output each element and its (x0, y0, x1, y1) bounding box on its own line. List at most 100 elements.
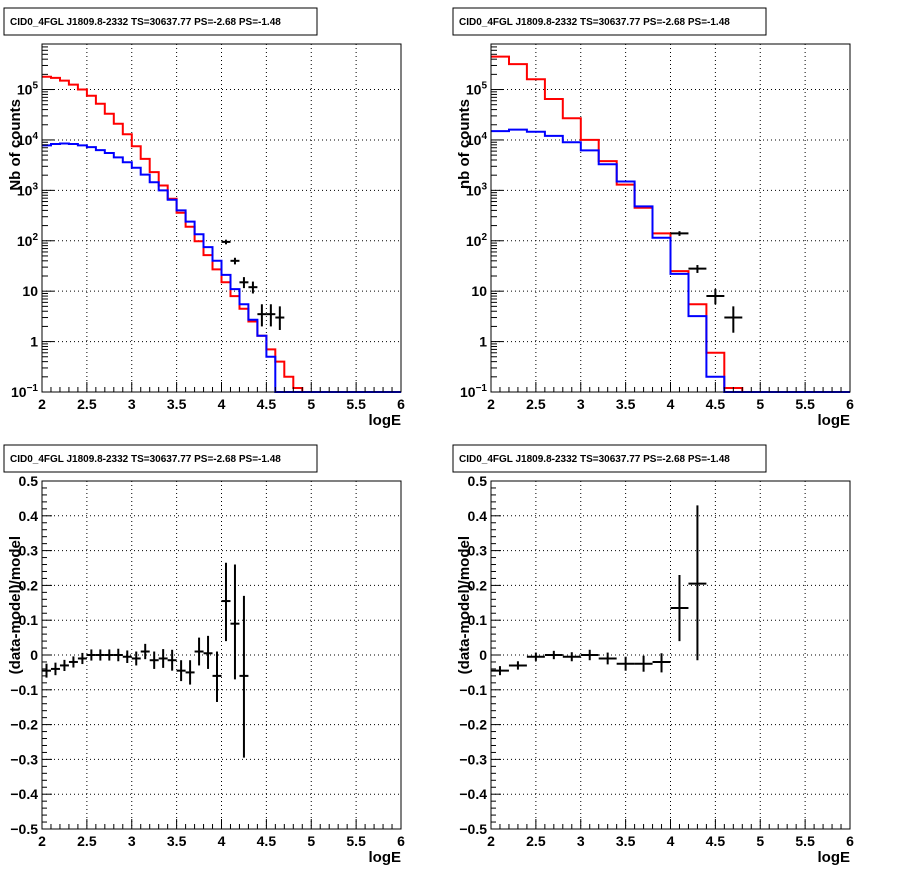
chart-title: CID0_4FGL J1809.8-2332 TS=30637.77 PS=-2… (10, 454, 281, 465)
data-point (194, 637, 204, 666)
data-point (221, 239, 231, 245)
x-tick-label: 6 (846, 396, 854, 412)
data-point (634, 655, 653, 672)
data-point (59, 659, 69, 672)
x-tick-label: 5.5 (795, 833, 815, 849)
y-tick-label: −0.4 (459, 786, 487, 802)
y-tick-label: 0.2 (468, 577, 488, 593)
x-tick-label: 3.5 (167, 833, 187, 849)
data-points (42, 562, 249, 758)
title-box (3, 444, 318, 473)
data-point (598, 652, 617, 665)
y-tick-label: 0.3 (468, 543, 488, 559)
data-point (580, 649, 599, 661)
y-tick-label: 0.4 (468, 508, 488, 524)
y-axis-label: nb of counts (456, 99, 473, 189)
data-point (230, 257, 240, 265)
y-tick-label: 10−1 (460, 383, 487, 400)
data-point (724, 306, 743, 333)
data-point (167, 649, 177, 671)
y-tick-label: 105 (466, 81, 488, 98)
y-tick-label: −0.2 (10, 717, 38, 733)
data-point (706, 289, 725, 305)
data-point (491, 666, 509, 676)
y-tick-label: 0.4 (19, 508, 39, 524)
x-tick-label: 6 (397, 833, 405, 849)
y-axis-label: (data-model)/model (456, 536, 473, 674)
x-tick-label: 5 (307, 833, 315, 849)
title-box (452, 444, 767, 473)
title-box (452, 7, 767, 36)
data-point (257, 304, 267, 327)
y-tick-label: 0.5 (19, 473, 39, 489)
x-axis-label: logE (818, 849, 851, 866)
data-point (140, 643, 150, 660)
y-tick-label: −0.1 (10, 682, 38, 698)
x-tick-label: 2 (38, 396, 46, 412)
data-point (86, 649, 96, 661)
x-tick-label: 5 (307, 396, 315, 412)
data-point (562, 652, 581, 662)
y-tick-label: 1 (479, 334, 487, 350)
y-tick-label: 102 (17, 232, 39, 249)
y-tick-label: −0.3 (10, 751, 38, 767)
y-tick-label: −0.2 (459, 717, 487, 733)
x-axis-label: logE (369, 412, 402, 429)
data-point (122, 650, 132, 664)
data-point (544, 650, 563, 660)
chart-title: CID0_4FGL J1809.8-2332 TS=30637.77 PS=-2… (459, 454, 730, 465)
y-tick-label: 103 (17, 181, 39, 198)
chart-title: CID0_4FGL J1809.8-2332 TS=30637.77 PS=-2… (459, 17, 730, 28)
x-axis-label: logE (369, 849, 402, 866)
x-tick-label: 3.5 (616, 833, 636, 849)
x-tick-label: 2 (38, 833, 46, 849)
data-point (526, 652, 545, 661)
y-tick-label: 10 (22, 283, 38, 299)
x-tick-label: 3 (577, 396, 585, 412)
data-point (670, 231, 689, 236)
data-point (185, 660, 195, 685)
y-tick-label: 0.5 (468, 473, 488, 489)
data-point (68, 656, 78, 668)
pad-4: CID0_4FGL J1809.8-2332 TS=30637.77 PS=-2… (452, 444, 854, 866)
x-tick-label: 2 (487, 396, 495, 412)
x-tick-label: 2.5 (77, 396, 97, 412)
pad-1: CID0_4FGL J1809.8-2332 TS=30637.77 PS=-2… (3, 7, 405, 429)
x-tick-label: 4.5 (257, 396, 277, 412)
x-tick-label: 4 (218, 396, 226, 412)
y-tick-label: 102 (466, 232, 488, 249)
y-axis-label: (data-model)/model (7, 536, 24, 674)
data-point (113, 648, 123, 662)
x-tick-label: 4.5 (706, 833, 726, 849)
data-point (77, 652, 87, 665)
data-points (491, 505, 707, 676)
data-point (158, 649, 168, 668)
x-tick-label: 5.5 (795, 396, 815, 412)
x-tick-label: 3.5 (167, 396, 187, 412)
y-tick-label: −0.4 (10, 786, 38, 802)
x-axis-label: logE (818, 412, 851, 429)
x-tick-label: 3 (577, 833, 585, 849)
data-point (239, 595, 249, 758)
data-point (508, 661, 527, 670)
data-point (652, 653, 671, 673)
y-axis: −0.5 −0.4 −0.3 −0.2 −0.1 0 0.1 0.2 0.3 0.4 0.5 (dat… (456, 473, 501, 837)
x-tick-label: 4.5 (706, 396, 726, 412)
data-point (203, 635, 213, 669)
y-tick-label: 0.2 (19, 577, 39, 593)
y-axis: −0.5 −0.4 −0.3 −0.2 −0.1 0 0.1 0.2 0.3 0.4 0.5 (dat… (7, 473, 52, 837)
x-tick-label: 3 (128, 833, 136, 849)
data-point (221, 562, 231, 642)
data-point (688, 265, 707, 273)
y-tick-label: 103 (466, 181, 488, 198)
data-point (670, 574, 689, 642)
y-tick-label: 0 (30, 647, 38, 663)
y-tick-label: 105 (17, 81, 39, 98)
x-tick-label: 5.5 (346, 396, 366, 412)
x-tick-label: 6 (846, 833, 854, 849)
